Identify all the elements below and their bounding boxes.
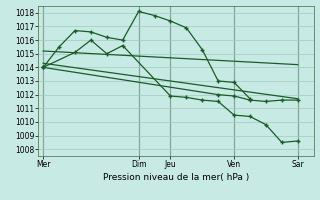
X-axis label: Pression niveau de la mer( hPa ): Pression niveau de la mer( hPa ) (103, 173, 249, 182)
